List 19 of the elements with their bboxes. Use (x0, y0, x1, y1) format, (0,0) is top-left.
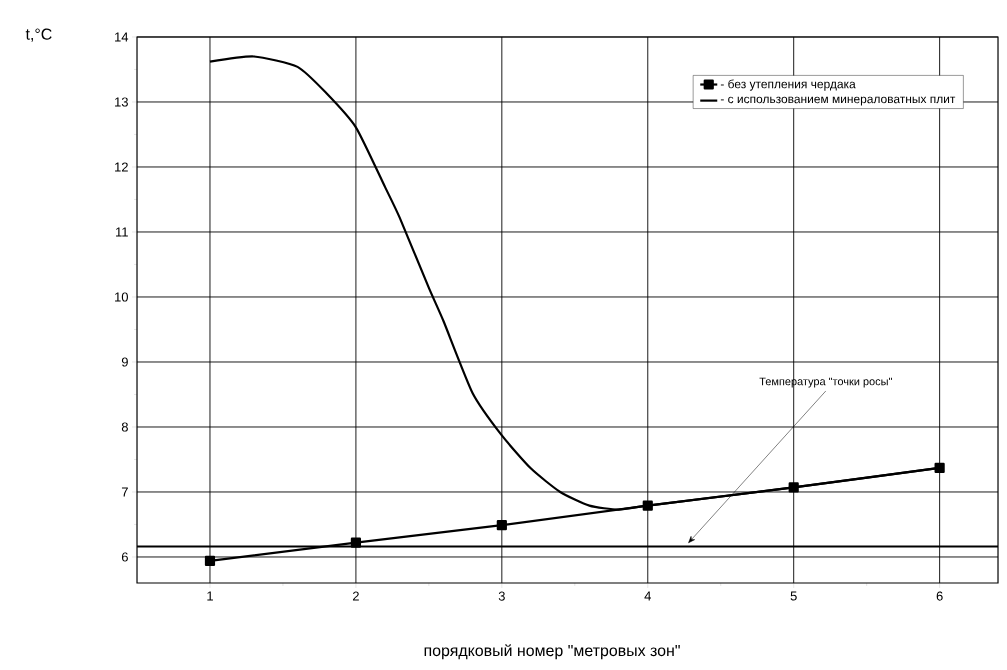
y-axis-title: t,°C (25, 28, 52, 42)
x-tick-label: 4 (644, 591, 651, 601)
y-tick-label: 6 (121, 552, 128, 562)
legend-label: - без утепления чердака (720, 79, 856, 91)
y-tick-label: 13 (115, 97, 128, 107)
x-tick-label: 5 (790, 591, 797, 601)
legend-label: - с использованием минераловатных плит (720, 96, 956, 106)
y-tick-label: 14 (115, 32, 129, 42)
y-tick-label: 9 (121, 357, 128, 367)
x-axis-title: порядковый номер "метровых зон" (424, 644, 680, 660)
y-tick-label: 8 (121, 422, 128, 432)
y-tick-label: 12 (115, 162, 128, 172)
y-tick-label: 7 (121, 487, 128, 497)
x-tick-label: 6 (936, 591, 943, 601)
x-tick-label: 1 (207, 591, 213, 601)
y-tick-label: 10 (115, 292, 128, 302)
x-tick-label: 3 (498, 591, 505, 601)
x-tick-label: 2 (352, 591, 359, 601)
y-tick-label: 11 (116, 227, 128, 237)
